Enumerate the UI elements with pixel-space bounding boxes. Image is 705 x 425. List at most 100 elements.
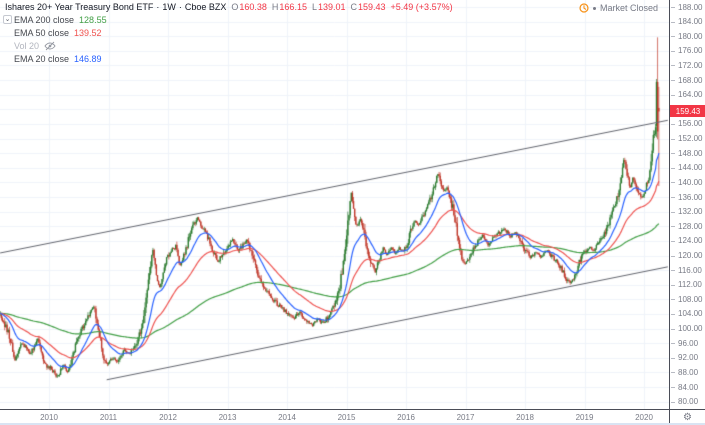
price-tick-label: 120.00 bbox=[678, 251, 703, 260]
price-tick-mark bbox=[671, 372, 675, 374]
close-label: C bbox=[350, 2, 358, 12]
open-label: O bbox=[231, 2, 239, 12]
price-tick-label: 92.00 bbox=[678, 353, 699, 363]
price-tick-mark bbox=[671, 401, 675, 403]
price-tick-mark bbox=[671, 94, 675, 96]
price-tick-mark bbox=[671, 80, 675, 82]
separator: · bbox=[178, 2, 182, 12]
legend-item-ema50[interactable]: EMA 50 close 139.52 bbox=[3, 26, 107, 39]
legend-item-vol20[interactable]: Vol 20 bbox=[3, 39, 107, 52]
time-tick-label: 2011 bbox=[99, 413, 118, 422]
exchange-label: Cboe BZX bbox=[184, 2, 227, 12]
market-status-text: Market Closed bbox=[599, 3, 658, 13]
open-value: 160.38 bbox=[239, 2, 267, 12]
price-tick-mark bbox=[671, 182, 675, 184]
price-tick-label: 136.00 bbox=[678, 192, 703, 202]
low-label: L bbox=[311, 2, 317, 12]
price-tick-label: 144.00 bbox=[678, 163, 703, 173]
price-tick-label: 128.00 bbox=[678, 221, 703, 231]
price-tick-mark bbox=[671, 36, 675, 38]
legend-value: 146.89 bbox=[74, 53, 102, 64]
price-tick-label: 180.00 bbox=[678, 31, 703, 41]
time-tick-label: 2018 bbox=[516, 413, 534, 422]
price-tick-mark bbox=[671, 226, 675, 228]
indicator-legend: ⌄ EMA 200 close 128.55 EMA 50 close 139.… bbox=[3, 13, 107, 65]
legend-value: 128.55 bbox=[79, 14, 107, 25]
low-value: 139.01 bbox=[317, 2, 346, 12]
symbol-title[interactable]: Ishares 20+ Year Treasury Bond ETF bbox=[5, 2, 154, 12]
price-tick-label: 156.00 bbox=[678, 119, 703, 129]
price-tick-mark bbox=[671, 357, 675, 359]
high-label: H bbox=[271, 2, 279, 12]
price-tick-label: 108.00 bbox=[678, 294, 703, 304]
price-tick-mark bbox=[671, 50, 675, 52]
price-tick-label: 172.00 bbox=[678, 60, 703, 70]
price-tick-mark bbox=[671, 197, 675, 199]
price-tick-mark bbox=[671, 21, 675, 23]
price-tick-mark bbox=[671, 255, 675, 257]
separator: · bbox=[156, 2, 160, 12]
legend-item-ema200[interactable]: ⌄ EMA 200 close 128.55 bbox=[3, 13, 107, 26]
price-tick-label: 100.00 bbox=[678, 324, 703, 334]
price-tick-label: 176.00 bbox=[678, 46, 703, 56]
price-tick-label: 188.00 bbox=[678, 2, 703, 12]
time-tick-label: 2012 bbox=[159, 413, 177, 422]
time-tick-label: 2019 bbox=[575, 413, 594, 422]
price-axis[interactable]: 159.43 188.00 184.00 180.00 176.00 172.00 168… bbox=[669, 0, 705, 409]
legend-label: EMA 20 close bbox=[14, 53, 70, 64]
legend-label: EMA 50 close bbox=[14, 27, 70, 38]
price-tick-mark bbox=[671, 270, 675, 272]
last-price-badge: 159.43 bbox=[670, 105, 705, 118]
time-axis[interactable]: 2010 2011 2012 2013 2014 2015 2016 2017 2018 2019… bbox=[0, 409, 669, 425]
time-tick-label: 2016 bbox=[397, 413, 415, 422]
price-tick-mark bbox=[671, 328, 675, 330]
price-tick-label: 148.00 bbox=[678, 148, 703, 158]
price-tick-label: 152.00 bbox=[678, 134, 703, 144]
legend-item-ema20[interactable]: EMA 20 close 146.89 bbox=[3, 52, 107, 65]
price-chart-canvas[interactable] bbox=[0, 0, 669, 409]
time-tick-label: 2017 bbox=[456, 413, 475, 422]
price-tick-mark bbox=[671, 284, 675, 286]
price-tick-mark bbox=[671, 313, 675, 315]
time-tick-label: 2015 bbox=[337, 413, 356, 422]
time-tick-label: 2020 bbox=[635, 413, 653, 422]
price-tick-mark bbox=[671, 65, 675, 67]
price-tick-mark bbox=[671, 123, 675, 125]
price-tick-label: 112.00 bbox=[678, 280, 702, 290]
interval-label[interactable]: 1W bbox=[162, 2, 176, 12]
price-tick-label: 104.00 bbox=[678, 309, 703, 319]
time-tick-label: 2013 bbox=[218, 413, 237, 422]
price-tick-label: 88.00 bbox=[678, 367, 699, 377]
price-tick-mark bbox=[671, 299, 675, 301]
status-dot bbox=[592, 6, 596, 10]
time-tick-label: 2014 bbox=[278, 413, 296, 422]
settings-gear-icon[interactable]: ⚙ bbox=[683, 411, 692, 423]
price-tick-label: 140.00 bbox=[678, 177, 703, 187]
price-tick-mark bbox=[671, 153, 675, 155]
window-bottom-strip bbox=[0, 423, 705, 425]
price-tick-label: 164.00 bbox=[678, 90, 703, 100]
price-tick-mark bbox=[671, 138, 675, 140]
symbol-header: Ishares 20+ Year Treasury Bond ETF · 1W … bbox=[5, 2, 453, 13]
price-tick-label: 116.00 bbox=[678, 265, 702, 275]
price-tick-mark bbox=[671, 343, 675, 345]
legend-collapse-button[interactable]: ⌄ bbox=[3, 15, 12, 24]
price-tick-mark bbox=[671, 240, 675, 242]
price-tick-mark bbox=[671, 7, 675, 8]
price-tick-label: 80.00 bbox=[678, 397, 699, 407]
market-status: Market Closed bbox=[579, 3, 658, 13]
axis-corner-cell: ⚙ bbox=[669, 409, 705, 425]
legend-label: Vol 20 bbox=[14, 40, 40, 51]
eye-off-icon[interactable] bbox=[44, 41, 56, 51]
price-tick-mark bbox=[671, 167, 675, 169]
price-tick-label: 84.00 bbox=[678, 382, 699, 392]
legend-value: 139.52 bbox=[74, 27, 102, 38]
high-value: 166.15 bbox=[279, 2, 307, 12]
time-tick-label: 2010 bbox=[40, 413, 58, 422]
price-tick-label: 124.00 bbox=[678, 236, 703, 246]
legend-label: EMA 200 close bbox=[14, 14, 75, 25]
price-tick-mark bbox=[671, 387, 675, 389]
price-tick-label: 96.00 bbox=[678, 338, 699, 348]
clock-icon bbox=[579, 3, 589, 13]
